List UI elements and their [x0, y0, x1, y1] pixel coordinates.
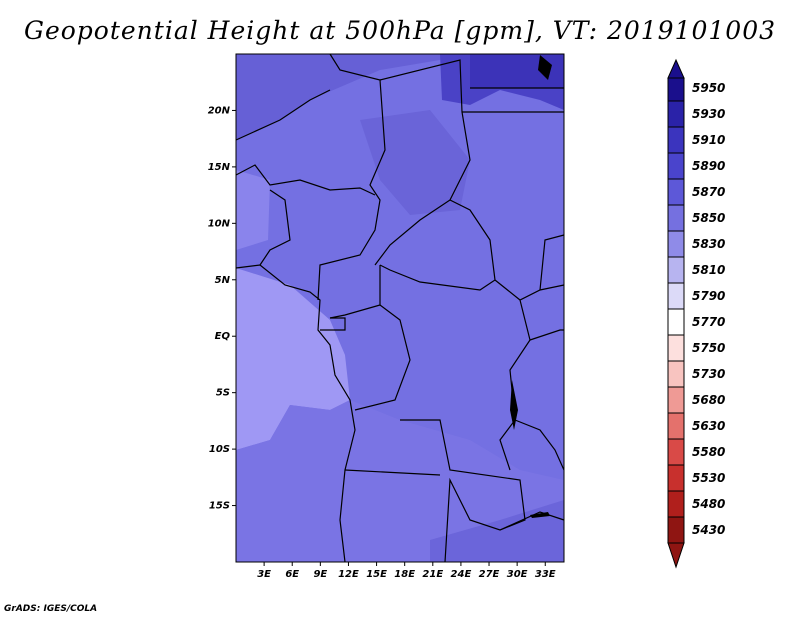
colorbar-level-label: 5950: [692, 81, 725, 95]
colorbar-swatch: [667, 386, 685, 414]
colorbar-swatch: [667, 178, 685, 206]
colorbar-level-label: 5680: [692, 393, 725, 407]
lat-tick-label: 5N: [215, 275, 231, 286]
colorbar-level-label: 5890: [692, 159, 725, 173]
colorbar-swatch: [667, 152, 685, 180]
lat-tick-label: 15S: [209, 501, 230, 512]
colorbar-level-label: 5730: [692, 367, 725, 381]
lat-tick-label: EQ: [215, 331, 231, 342]
colorbar-swatch: [667, 308, 685, 336]
lon-tick-label: 18E: [394, 569, 415, 580]
colorbar-top-arrow: [667, 58, 685, 79]
colorbar: 5950 5930 5910 5890 5870 5850 5830 5810 5790 5770…: [667, 58, 725, 569]
lon-tick-label: 15E: [366, 569, 387, 580]
lon-tick-label: 6E: [285, 569, 299, 580]
colorbar-bottom-arrow: [667, 542, 685, 569]
colorbar-level-label: 5790: [692, 289, 725, 303]
colorbar-level-label: 5580: [692, 445, 725, 459]
colorbar-level-label: 5810: [692, 263, 725, 277]
colorbar-swatch: [667, 490, 685, 518]
colorbar-level-label: 5930: [692, 107, 725, 121]
colorbar-swatch: [667, 438, 685, 466]
colorbar-swatch: [667, 464, 685, 492]
latitude-axis: 20N 15N 10N 5N EQ 5S 10S 15S: [208, 105, 236, 512]
lat-tick-label: 20N: [208, 105, 231, 116]
colorbar-level-label: 5850: [692, 211, 725, 225]
colorbar-swatch: [667, 334, 685, 362]
lon-tick-label: 30E: [507, 569, 528, 580]
colorbar-level-label: 5530: [692, 471, 725, 485]
colorbar-swatch: [667, 77, 685, 102]
longitude-axis: 3E 6E 9E 12E 15E 18E 21E 24E 27E 30E 33E: [257, 562, 556, 580]
colorbar-level-label: 5830: [692, 237, 725, 251]
lon-tick-label: 24E: [451, 569, 472, 580]
lon-tick-label: 12E: [338, 569, 359, 580]
footer-credit: GrADS: IGES/COLA: [4, 604, 98, 614]
lake-tanganyika: [510, 380, 518, 430]
height-contour-5870-central: [360, 110, 470, 215]
colorbar-swatch: [667, 360, 685, 388]
height-contour-5860-west: [236, 170, 270, 250]
lon-tick-label: 9E: [313, 569, 327, 580]
colorbar-level-label: 5910: [692, 133, 725, 147]
lon-tick-label: 3E: [257, 569, 271, 580]
lake-malawi: [530, 512, 550, 518]
height-contour-5860-south: [236, 400, 564, 562]
nile-delta-coast: [538, 55, 552, 80]
colorbar-swatch: [667, 412, 685, 440]
lat-tick-label: 5S: [216, 388, 230, 399]
colorbar-level-label: 5870: [692, 185, 725, 199]
colorbar-level-label: 5430: [692, 523, 725, 537]
lon-tick-label: 33E: [535, 569, 556, 580]
colorbar-swatch: [667, 230, 685, 258]
colorbar-level-label: 5770: [692, 315, 725, 329]
colorbar-swatch: [667, 256, 685, 284]
colorbar-swatch: [667, 282, 685, 310]
height-contour-5850: [236, 268, 350, 450]
colorbar-swatch: [667, 100, 685, 128]
lat-tick-label: 10S: [209, 444, 230, 455]
lakes: [510, 55, 552, 518]
colorbar-swatch: [667, 126, 685, 154]
colorbar-swatch: [667, 516, 685, 544]
colorbar-level-label: 5630: [692, 419, 725, 433]
chart-title: Geopotential Height at 500hPa [gpm], VT:…: [23, 16, 777, 45]
lon-tick-label: 27E: [479, 569, 500, 580]
colorbar-swatch: [667, 204, 685, 232]
colorbar-level-label: 5750: [692, 341, 725, 355]
lat-tick-label: 15N: [208, 162, 231, 173]
map-frame: [235, 53, 565, 563]
lon-tick-label: 21E: [422, 569, 443, 580]
map-area: 20N 15N 10N 5N EQ 5S 10S 15S 3E 6E 9E 12E 15E 18E 21E…: [208, 53, 565, 580]
lat-tick-label: 10N: [208, 218, 231, 229]
colorbar-level-label: 5480: [692, 497, 725, 511]
